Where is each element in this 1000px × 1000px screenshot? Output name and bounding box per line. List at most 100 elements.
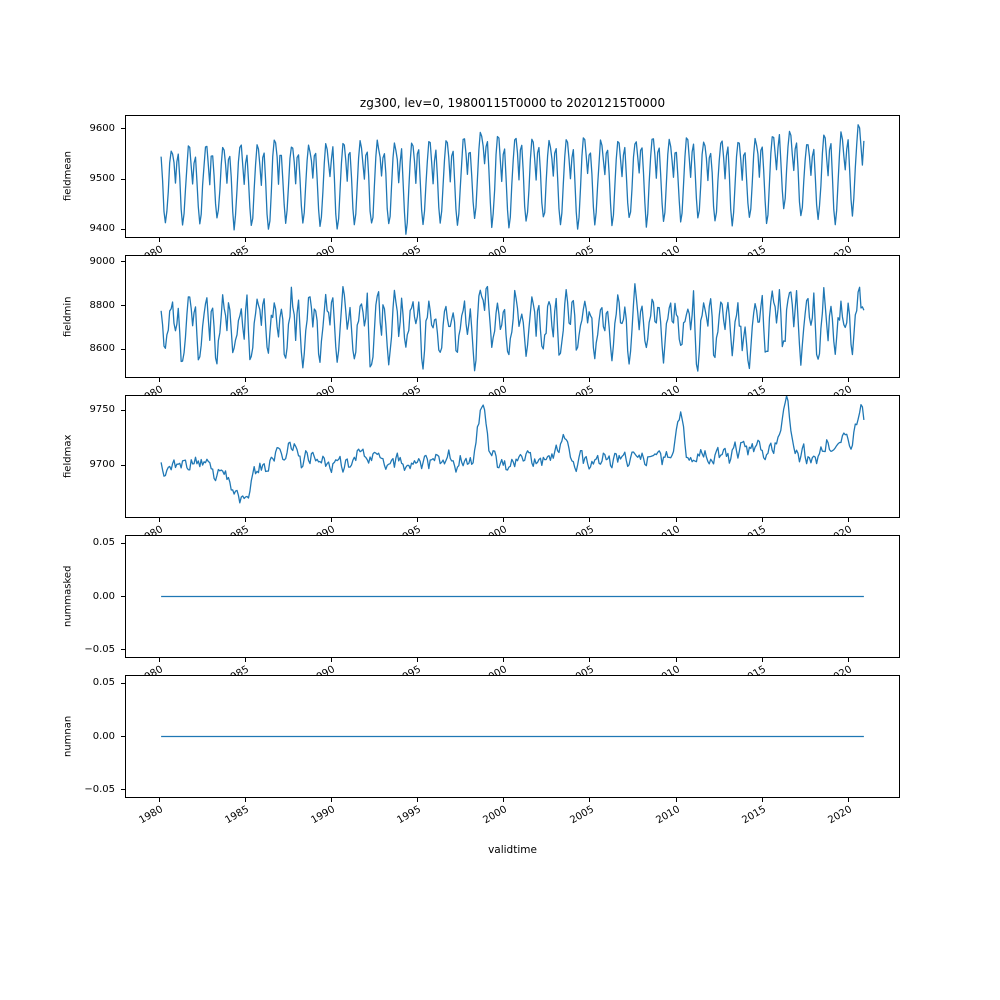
y-tick-label: 9000 [89, 255, 115, 267]
y-tick-mark [121, 736, 125, 737]
x-tick-mark [589, 658, 591, 662]
line-series-fieldmean [160, 124, 865, 235]
x-tick-mark [761, 378, 763, 382]
y-tick-mark [121, 128, 125, 130]
y-tick-mark [121, 464, 125, 466]
y-tick-label: 0.00 [92, 590, 115, 602]
x-tick-mark [159, 378, 160, 382]
line-series-fieldmin [160, 283, 865, 372]
y-tick-label: 9400 [89, 223, 115, 235]
y-tick-label: 9750 [89, 404, 115, 416]
y-tick-label: 0.05 [92, 677, 115, 689]
x-tick-label: 1990 [309, 804, 338, 827]
x-tick-mark [503, 378, 505, 382]
y-tick-mark [121, 682, 125, 684]
x-tick-label: 1995 [395, 804, 424, 827]
x-tick-mark [847, 518, 849, 522]
x-tick-label: 2005 [567, 804, 596, 827]
x-tick-label: 2000 [481, 804, 510, 827]
x-tick-mark [159, 238, 160, 242]
y-tick-mark [121, 409, 125, 411]
x-tick-mark [245, 378, 247, 382]
x-tick-label: 1985 [223, 804, 252, 827]
x-tick-mark [159, 518, 160, 522]
x-tick-mark [417, 238, 419, 242]
x-tick-mark [331, 378, 333, 382]
x-tick-mark [675, 798, 677, 802]
x-tick-mark [761, 238, 763, 242]
x-tick-mark [245, 658, 247, 662]
x-tick-mark [331, 658, 333, 662]
x-tick-mark [761, 658, 763, 662]
y-tick-label: 9700 [89, 459, 115, 471]
subplot-fieldmean: fieldmean9400950096001980198519901995200… [0, 115, 1000, 266]
y-tick-label: 9600 [89, 122, 115, 134]
x-tick-mark [503, 798, 505, 802]
x-tick-mark [675, 518, 677, 522]
x-tick-mark [847, 798, 849, 802]
subplot-numnan: numnan −0.05 0.00 0.05 1980 1985 1990 1995 2000 2… [0, 675, 1000, 826]
y-tick-label: 9500 [89, 173, 115, 185]
y-tick-mark [121, 261, 125, 263]
y-tick-mark [121, 789, 125, 791]
x-tick-mark [503, 518, 505, 522]
figure-title: zg300, lev=0, 19800115T0000 to 20201215T… [359, 96, 666, 110]
x-tick-label: 1980 [137, 804, 165, 827]
x-tick-mark [159, 798, 160, 802]
line-chart-numnan [161, 735, 864, 738]
subplot-fieldmin: fieldmin86008800900019801985199019952000… [0, 255, 1000, 406]
y-tick-mark [121, 348, 125, 350]
x-tick-mark [761, 798, 763, 802]
y-tick-mark [121, 596, 125, 597]
x-tick-label: 2015 [740, 804, 768, 827]
x-tick-mark [675, 378, 677, 382]
x-tick-label: 2010 [654, 804, 682, 827]
x-tick-mark [245, 518, 247, 522]
x-tick-mark [675, 238, 677, 242]
line-chart-nummasked [161, 595, 864, 598]
y-tick-label: 8800 [89, 299, 115, 311]
line-chart-fieldmax [160, 396, 865, 504]
axes-nummasked [125, 535, 900, 658]
x-tick-mark [589, 798, 591, 802]
axes-fieldmean [125, 115, 900, 238]
subplot-nummasked: nummasked−0.050.000.05198019851990199520… [0, 535, 1000, 686]
x-tick-mark [847, 378, 849, 382]
x-tick-mark [245, 238, 247, 242]
y-tick-mark [121, 178, 125, 180]
y-tick-label: −0.05 [84, 643, 115, 655]
x-tick-mark [245, 798, 247, 802]
x-tick-mark [331, 518, 333, 522]
y-tick-mark [121, 542, 125, 544]
x-tick-mark [503, 238, 505, 242]
x-tick-mark [159, 658, 160, 662]
y-tick-label: −0.05 [84, 783, 115, 795]
subplot-fieldmax: fieldmax97009750198019851990199520002005… [0, 395, 1000, 546]
x-tick-mark [331, 798, 333, 802]
y-tick-mark [121, 228, 125, 230]
line-series-fieldmax [160, 396, 865, 504]
x-tick-mark [417, 798, 419, 802]
x-tick-mark [847, 658, 849, 662]
axes-fieldmax [125, 395, 900, 518]
x-tick-mark [503, 658, 505, 662]
x-tick-mark [761, 518, 763, 522]
x-tick-mark [417, 658, 419, 662]
axes-numnan [125, 675, 900, 798]
line-chart-fieldmean [160, 124, 865, 235]
x-tick-mark [589, 238, 591, 242]
x-tick-mark [847, 238, 849, 242]
x-tick-mark [417, 518, 419, 522]
axes-fieldmin [125, 255, 900, 378]
y-tick-label: 0.00 [92, 730, 115, 742]
x-tick-mark [417, 378, 419, 382]
x-tick-mark [589, 378, 591, 382]
y-axis-label-fieldmin: fieldmin [62, 296, 74, 337]
x-tick-mark [675, 658, 677, 662]
y-tick-label: 0.05 [92, 537, 115, 549]
line-chart-fieldmin [160, 283, 865, 372]
x-tick-label: 2020 [826, 804, 854, 827]
y-tick-mark [121, 305, 125, 307]
x-tick-mark [331, 238, 333, 242]
